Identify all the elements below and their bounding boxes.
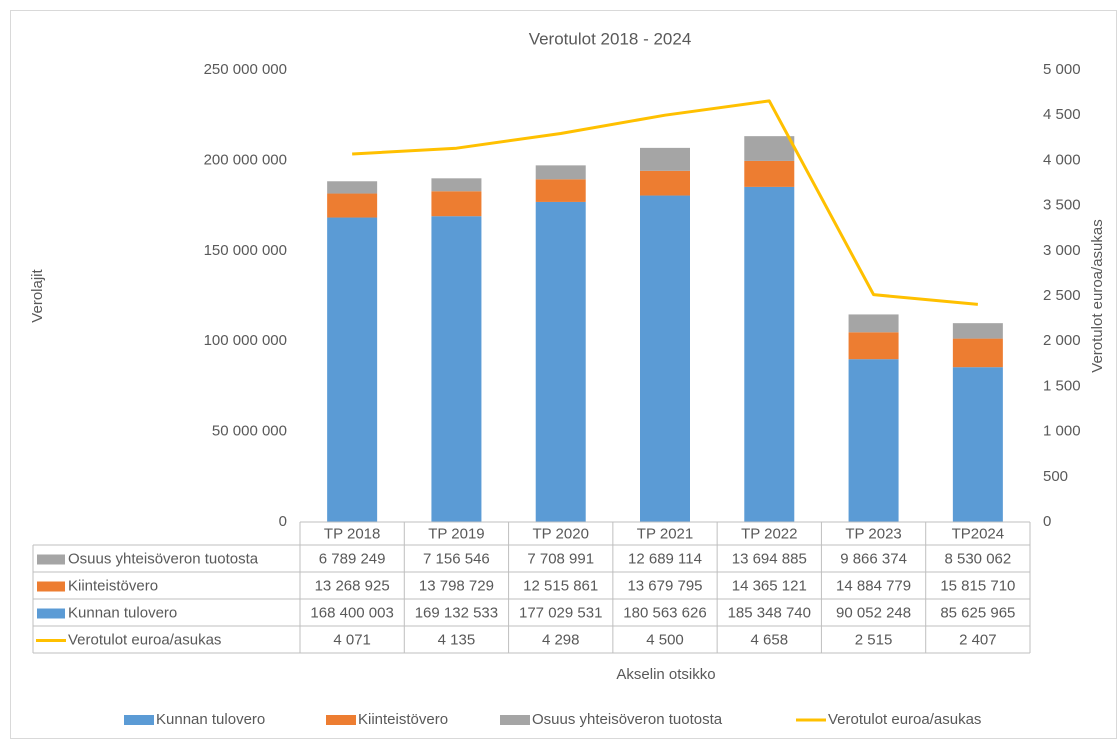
y2-axis-title: Verotulot euroa/asukas xyxy=(1089,219,1106,372)
bar-segment xyxy=(431,178,482,192)
table-cell: 185 348 740 xyxy=(728,604,811,621)
bar-segment xyxy=(535,201,586,522)
bar-segment xyxy=(535,165,586,180)
y-tick-label: 50 000 000 xyxy=(212,423,287,440)
legend-label: Verotulot euroa/asukas xyxy=(828,711,981,728)
x-tick-label: TP 2019 xyxy=(428,525,484,542)
bar-segment xyxy=(640,195,690,523)
table-cell: 2 515 xyxy=(855,631,893,648)
legend-key xyxy=(124,715,154,725)
table-row-label: Kunnan tulovero xyxy=(68,604,177,621)
table-cell: 12 689 114 xyxy=(628,550,702,567)
table-cell: 8 530 062 xyxy=(944,550,1011,567)
x-axis-title: Akselin otsikko xyxy=(616,666,715,683)
chart-title: Verotulot 2018 - 2024 xyxy=(529,29,692,48)
bar-segment xyxy=(327,181,378,194)
bar-segment xyxy=(327,217,378,523)
bar-segment xyxy=(848,332,899,360)
table-cell: 169 132 533 xyxy=(415,604,498,621)
bar-segment xyxy=(848,359,899,522)
y2-tick-label: 1 500 xyxy=(1043,377,1081,394)
table-cell: 85 625 965 xyxy=(940,604,1015,621)
bar-segment xyxy=(327,193,378,218)
table-row-label: Kiinteistövero xyxy=(68,577,158,594)
bar-segment xyxy=(535,179,586,202)
x-tick-label: TP 2023 xyxy=(845,525,901,542)
table-cell: 13 268 925 xyxy=(315,577,390,594)
y-tick-label: 250 000 000 xyxy=(204,61,287,78)
y2-tick-label: 4 500 xyxy=(1043,106,1081,123)
y-tick-label: 150 000 000 xyxy=(204,242,287,259)
y2-tick-label: 3 500 xyxy=(1043,197,1081,214)
table-cell: 13 679 795 xyxy=(627,577,702,594)
legend-key xyxy=(326,715,356,725)
x-tick-label: TP 2022 xyxy=(741,525,797,542)
bar-segment xyxy=(952,323,1003,339)
table-row-label: Osuus yhteisöveron tuotosta xyxy=(68,550,259,567)
bar-segment xyxy=(744,136,795,161)
table-cell: 13 694 885 xyxy=(732,550,807,567)
x-tick-label: TP2024 xyxy=(952,525,1005,542)
bar-segment xyxy=(952,338,1003,368)
y2-tick-label: 500 xyxy=(1043,468,1068,485)
table-cell: 4 071 xyxy=(333,631,371,648)
bar-segment xyxy=(640,170,690,196)
bar-segment xyxy=(952,367,1003,522)
bar-segment xyxy=(431,191,482,217)
legend-key xyxy=(500,715,530,725)
table-cell: 4 135 xyxy=(438,631,476,648)
table-cell: 9 866 374 xyxy=(840,550,907,567)
table-cell: 6 789 249 xyxy=(319,550,386,567)
y-tick-label: 100 000 000 xyxy=(204,332,287,349)
y2-tick-label: 3 000 xyxy=(1043,242,1081,259)
table-cell: 14 365 121 xyxy=(732,577,807,594)
x-tick-label: TP 2021 xyxy=(637,525,693,542)
table-key xyxy=(37,554,65,565)
table-cell: 90 052 248 xyxy=(836,604,911,621)
table-cell: 14 884 779 xyxy=(836,577,911,594)
table-cell: 180 563 626 xyxy=(623,604,706,621)
y2-tick-label: 2 000 xyxy=(1043,332,1081,349)
line-series xyxy=(352,99,978,306)
bar-segment xyxy=(744,160,795,187)
y2-tick-label: 5 000 xyxy=(1043,61,1081,78)
table-row-label: Verotulot euroa/asukas xyxy=(68,631,221,648)
x-tick-label: TP 2018 xyxy=(324,525,380,542)
table-cell: 12 515 861 xyxy=(523,577,598,594)
table-cell: 13 798 729 xyxy=(419,577,494,594)
table-cell: 7 708 991 xyxy=(527,550,594,567)
table-key xyxy=(37,581,65,592)
y2-tick-label: 4 000 xyxy=(1043,151,1081,168)
table-cell: 2 407 xyxy=(959,631,997,648)
legend-label: Kunnan tulovero xyxy=(156,711,265,728)
table-cell: 4 500 xyxy=(646,631,684,648)
bar-segment xyxy=(431,216,482,522)
legend-label: Kiinteistövero xyxy=(358,711,448,728)
y-axis-title: Verolajit xyxy=(29,268,46,322)
table-cell: 177 029 531 xyxy=(519,604,602,621)
bar-segment xyxy=(640,147,690,171)
table-cell: 7 156 546 xyxy=(423,550,490,567)
bar-segment xyxy=(848,314,899,333)
table-key xyxy=(37,608,65,619)
y2-tick-label: 0 xyxy=(1043,513,1051,530)
table-cell: 15 815 710 xyxy=(940,577,1015,594)
y2-tick-label: 1 000 xyxy=(1043,423,1081,440)
x-tick-label: TP 2020 xyxy=(532,525,588,542)
table-cell: 168 400 003 xyxy=(310,604,393,621)
table-cell: 4 298 xyxy=(542,631,580,648)
y-tick-label: 200 000 000 xyxy=(204,151,287,168)
y2-tick-label: 2 500 xyxy=(1043,287,1081,304)
bar-segment xyxy=(744,186,795,523)
legend-label: Osuus yhteisöveron tuotosta xyxy=(532,711,723,728)
table-cell: 4 658 xyxy=(751,631,789,648)
y-tick-label: 0 xyxy=(279,513,287,530)
